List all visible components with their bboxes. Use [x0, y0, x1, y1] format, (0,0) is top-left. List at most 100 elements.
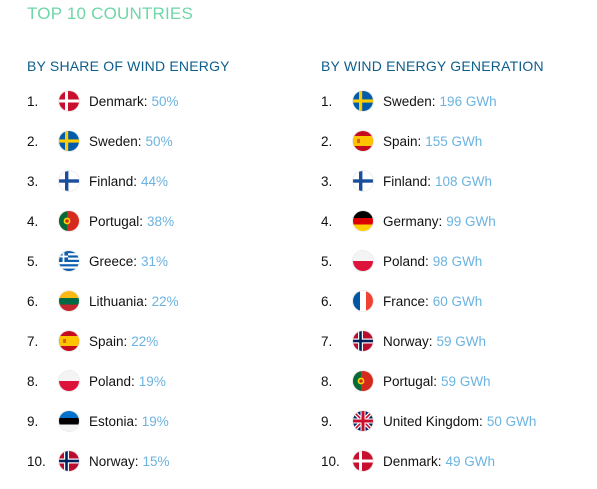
list-item: 4. Portugal: 38% — [27, 210, 174, 232]
sweden-flag-icon — [353, 91, 373, 111]
country-value: 50% — [151, 93, 179, 109]
denmark-flag-icon — [59, 91, 79, 111]
country-value: 49 GWh — [445, 453, 496, 469]
list-item: 4. Germany: 99 GWh — [321, 210, 496, 232]
list-item: 9. United Kingdom: 50 GWh — [321, 410, 536, 432]
country-name: Estonia: — [89, 413, 138, 429]
country-value: 15% — [142, 453, 170, 469]
france-flag-icon — [353, 291, 373, 311]
rank-number: 5. — [27, 253, 39, 269]
lithuania-flag-icon — [59, 291, 79, 311]
share-ranking-heading: BY SHARE OF WIND ENERGY — [27, 58, 230, 74]
rank-number: 9. — [321, 413, 333, 429]
list-item: 6. Lithuania: 22% — [27, 290, 179, 312]
norway-flag-icon — [353, 331, 373, 351]
generation-ranking-heading: BY WIND ENERGY GENERATION — [321, 58, 544, 74]
country-value: 155 GWh — [425, 133, 483, 149]
country-name: United Kingdom: — [383, 413, 483, 429]
rank-number: 4. — [321, 213, 333, 229]
rank-number: 3. — [321, 173, 333, 189]
list-item: 8. Portugal: 59 GWh — [321, 370, 491, 392]
country-value: 38% — [147, 213, 175, 229]
list-item: 1. Sweden: 196 GWh — [321, 90, 497, 112]
finland-flag-icon — [59, 171, 79, 191]
spain-flag-icon — [59, 331, 79, 351]
country-value: 22% — [131, 333, 159, 349]
country-value: 60 GWh — [432, 293, 483, 309]
country-value: 99 GWh — [446, 213, 496, 229]
rank-number: 4. — [27, 213, 39, 229]
denmark-flag-icon — [353, 451, 373, 471]
united-kingdom-flag-icon — [353, 411, 373, 431]
sweden-flag-icon — [59, 131, 79, 151]
rank-number: 6. — [321, 293, 333, 309]
list-item: 6. France: 60 GWh — [321, 290, 482, 312]
country-name: Spain: — [383, 133, 422, 149]
poland-flag-icon — [59, 371, 79, 391]
rank-number: 2. — [27, 133, 39, 149]
list-item: 7. Norway: 59 GWh — [321, 330, 486, 352]
page-title: TOP 10 COUNTRIES — [27, 4, 194, 23]
country-value: 59 GWh — [436, 333, 487, 349]
country-name: Denmark: — [383, 453, 442, 469]
rank-number: 8. — [27, 373, 39, 389]
rank-number: 7. — [27, 333, 39, 349]
country-name: Poland: — [89, 373, 135, 389]
country-value: 19% — [138, 373, 166, 389]
country-name: Finland: — [89, 173, 138, 189]
rank-number: 1. — [27, 93, 39, 109]
country-name: Poland: — [383, 253, 429, 269]
rank-number: 8. — [321, 373, 333, 389]
list-item: 2. Spain: 155 GWh — [321, 130, 482, 152]
country-name: Spain: — [89, 333, 128, 349]
rank-number: 5. — [321, 253, 333, 269]
list-item: 5. Poland: 98 GWh — [321, 250, 482, 272]
rank-number: 10. — [27, 453, 46, 469]
rank-number: 6. — [27, 293, 39, 309]
country-name: Germany: — [383, 213, 443, 229]
country-name: Sweden: — [383, 93, 436, 109]
country-value: 44% — [141, 173, 169, 189]
norway-flag-icon — [59, 451, 79, 471]
country-name: Finland: — [383, 173, 432, 189]
country-value: 196 GWh — [439, 93, 497, 109]
list-item: 1. Denmark: 50% — [27, 90, 179, 112]
rank-number: 1. — [321, 93, 333, 109]
list-item: 3. Finland: 108 GWh — [321, 170, 492, 192]
generation-ranking-column: BY WIND ENERGY GENERATION 1. Sweden: 196 G… — [321, 58, 544, 471]
country-value: 98 GWh — [432, 253, 483, 269]
country-name: Norway: — [383, 333, 433, 349]
country-value: 50% — [145, 133, 173, 149]
list-item: 5. Greece: 31% — [27, 250, 168, 272]
portugal-flag-icon — [59, 211, 79, 231]
rank-number: 2. — [321, 133, 333, 149]
poland-flag-icon — [353, 251, 373, 271]
list-item: 10. Norway: 15% — [27, 450, 170, 472]
country-name: Denmark: — [89, 93, 148, 109]
country-value: 31% — [141, 253, 169, 269]
country-name: France: — [383, 293, 429, 309]
country-value: 59 GWh — [441, 373, 491, 389]
country-value: 19% — [141, 413, 169, 429]
share-ranking-column: BY SHARE OF WIND ENERGY 1. Denmark: 50% 2. S… — [27, 58, 230, 471]
country-name: Sweden: — [89, 133, 142, 149]
rank-number: 7. — [321, 333, 333, 349]
list-item: 8. Poland: 19% — [27, 370, 166, 392]
rank-number: 3. — [27, 173, 39, 189]
germany-flag-icon — [353, 211, 373, 231]
list-item: 7. Spain: 22% — [27, 330, 158, 352]
list-item: 9. Estonia: 19% — [27, 410, 169, 432]
rank-number: 10. — [321, 453, 340, 469]
country-name: Portugal: — [89, 213, 144, 229]
country-name: Norway: — [89, 453, 139, 469]
country-name: Lithuania: — [89, 293, 148, 309]
country-name: Portugal: — [383, 373, 438, 389]
list-item: 3. Finland: 44% — [27, 170, 168, 192]
portugal-flag-icon — [353, 371, 373, 391]
country-value: 50 GWh — [486, 413, 537, 429]
finland-flag-icon — [353, 171, 373, 191]
country-name: Greece: — [89, 253, 138, 269]
country-value: 108 GWh — [435, 173, 493, 189]
spain-flag-icon — [353, 131, 373, 151]
estonia-flag-icon — [59, 411, 79, 431]
